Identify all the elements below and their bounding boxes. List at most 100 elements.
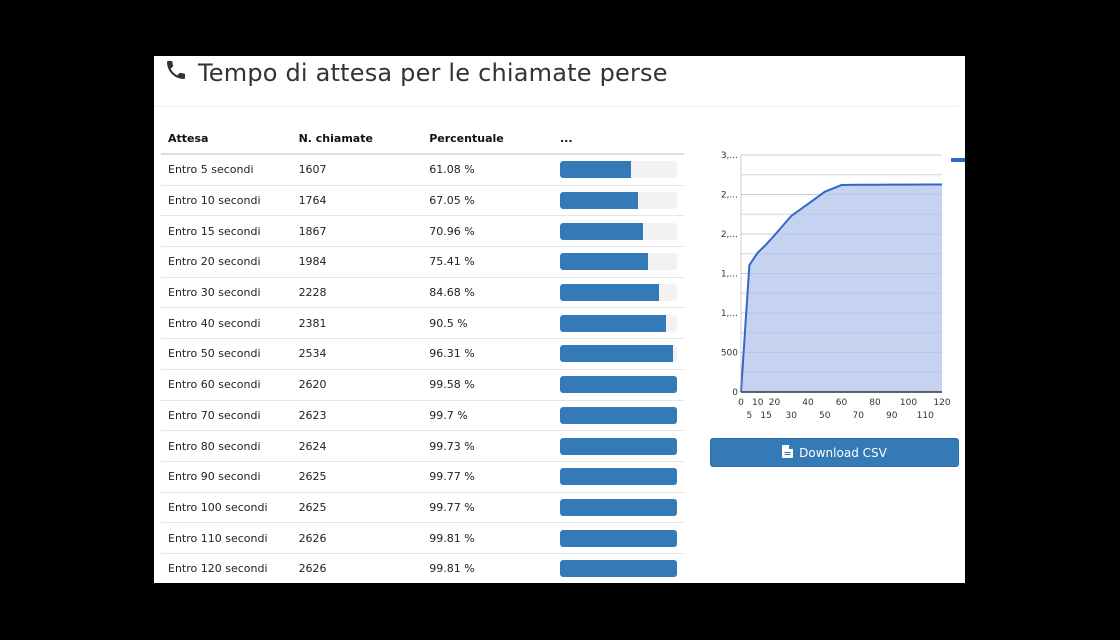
- call-count: 2228: [291, 277, 423, 309]
- table-row: Entro 40 secondi 2381 90.5 %: [161, 307, 684, 340]
- progress-cell: [553, 492, 684, 524]
- progress-cell: [553, 461, 684, 493]
- wait-label: Entro 50 secondi: [161, 338, 292, 370]
- progress-cell: [553, 553, 684, 583]
- progress-bar: [560, 498, 677, 516]
- area-line: [740, 183, 942, 393]
- wait-label: Entro 20 secondi: [161, 246, 292, 278]
- progress-cell: [553, 430, 684, 462]
- call-count: 1607: [291, 154, 423, 186]
- percentage: 96.31 %: [422, 338, 553, 370]
- progress-bar: [560, 437, 677, 455]
- progress-bar: [560, 406, 677, 424]
- call-count: 1867: [291, 215, 423, 248]
- progress-bar: [560, 253, 677, 271]
- y-tick-label: 1,...: [721, 270, 738, 280]
- y-tick-label: 0: [732, 388, 738, 398]
- x-tick-label: 120: [933, 398, 950, 408]
- percentage: 61.08 %: [422, 154, 553, 186]
- progress-bar-fill: [560, 529, 677, 547]
- percentage: 99.58 %: [422, 369, 553, 401]
- percentage: 99.81 %: [422, 522, 553, 554]
- x-tick-label: 10: [752, 398, 764, 408]
- call-count: 2625: [291, 492, 423, 524]
- y-tick-label: 2,...: [721, 191, 738, 201]
- table-row: Entro 5 secondi 1607 61.08 %: [161, 154, 684, 186]
- cumulative-area-chart: 0 500 1,... 1,... 2,... 2,... 3,... 0 10 20 40 60 80…: [702, 144, 965, 424]
- wait-label: Entro 10 secondi: [161, 185, 292, 217]
- table-row: Entro 120 secondi 2626 99.81 %: [161, 553, 684, 583]
- percentage: 99.73 %: [422, 430, 553, 462]
- progress-bar: [560, 161, 677, 179]
- table-row: Entro 110 secondi 2626 99.81 %: [161, 522, 684, 554]
- x-tick-label: 90: [886, 411, 898, 421]
- call-count: 2625: [291, 461, 423, 493]
- percentage: 99.81 %: [422, 553, 553, 583]
- file-icon: [782, 444, 794, 461]
- x-tick-label: 0: [738, 398, 744, 408]
- y-tick-label: 3,...: [721, 151, 738, 161]
- wait-label: Entro 70 secondi: [161, 400, 292, 432]
- x-tick-label: 60: [836, 398, 848, 408]
- progress-cell: [553, 154, 684, 186]
- call-count: 2626: [291, 553, 423, 583]
- wait-label: Entro 60 secondi: [161, 369, 292, 401]
- wait-time-table: Attesa N. chiamate Percentuale ... Entro…: [161, 123, 684, 583]
- progress-bar: [560, 345, 677, 363]
- y-tick-label: 1,...: [721, 309, 738, 319]
- column-header-percentuale: Percentuale: [422, 123, 553, 155]
- progress-bar-fill: [560, 345, 673, 363]
- page-title: Tempo di attesa per le chiamate perse: [164, 56, 668, 90]
- call-count: 2381: [291, 307, 423, 340]
- progress-cell: [553, 215, 684, 248]
- y-tick-label: 500: [721, 349, 738, 359]
- wait-label: Entro 90 secondi: [161, 461, 292, 493]
- wait-label: Entro 80 secondi: [161, 430, 292, 462]
- progress-cell: [553, 338, 684, 370]
- divider: [154, 106, 959, 107]
- progress-bar-fill: [560, 192, 639, 210]
- x-tick-label: 100: [900, 398, 917, 408]
- progress-bar: [560, 222, 677, 240]
- progress-bar: [560, 314, 677, 332]
- column-header-n-chiamate: N. chiamate: [291, 123, 423, 155]
- percentage: 90.5 %: [422, 307, 553, 340]
- progress-cell: [553, 246, 684, 278]
- progress-bar-fill: [560, 406, 677, 424]
- percentage: 70.96 %: [422, 215, 553, 248]
- wait-label: Entro 100 secondi: [161, 492, 292, 524]
- progress-bar-fill: [560, 560, 677, 578]
- progress-bar-fill: [560, 161, 632, 179]
- x-tick-label: 5: [747, 411, 753, 421]
- progress-bar: [560, 376, 677, 394]
- download-csv-button[interactable]: Download CSV: [710, 438, 959, 467]
- progress-cell: [553, 522, 684, 554]
- wait-label: Entro 110 secondi: [161, 522, 292, 554]
- progress-cell: [553, 400, 684, 432]
- table-row: Entro 10 secondi 1764 67.05 %: [161, 185, 684, 217]
- wait-label: Entro 40 secondi: [161, 307, 292, 340]
- x-tick-label: 110: [917, 411, 934, 421]
- progress-cell: [553, 307, 684, 340]
- table-row: Entro 60 secondi 2620 99.58 %: [161, 369, 684, 401]
- call-count: 2623: [291, 400, 423, 432]
- column-header-attesa: Attesa: [161, 123, 292, 155]
- progress-bar: [560, 468, 677, 486]
- table-row: Entro 80 secondi 2624 99.73 %: [161, 430, 684, 462]
- call-count: 2534: [291, 338, 423, 370]
- missed-calls-wait-time-card: Tempo di attesa per le chiamate perse At…: [154, 56, 965, 583]
- table-header-row: Attesa N. chiamate Percentuale ...: [161, 123, 684, 155]
- call-count: 1764: [291, 185, 423, 217]
- percentage: 99.7 %: [422, 400, 553, 432]
- call-count: 2626: [291, 522, 423, 554]
- wait-label: Entro 30 secondi: [161, 277, 292, 309]
- percentage: 99.77 %: [422, 492, 553, 524]
- table-row: Entro 90 secondi 2625 99.77 %: [161, 461, 684, 493]
- table-row: Entro 20 secondi 1984 75.41 %: [161, 246, 684, 278]
- progress-bar-fill: [560, 376, 677, 394]
- progress-bar-fill: [560, 253, 649, 271]
- progress-cell: [553, 277, 684, 309]
- progress-cell: [553, 185, 684, 217]
- wait-label: Entro 15 secondi: [161, 215, 292, 248]
- progress-bar-fill: [560, 498, 677, 516]
